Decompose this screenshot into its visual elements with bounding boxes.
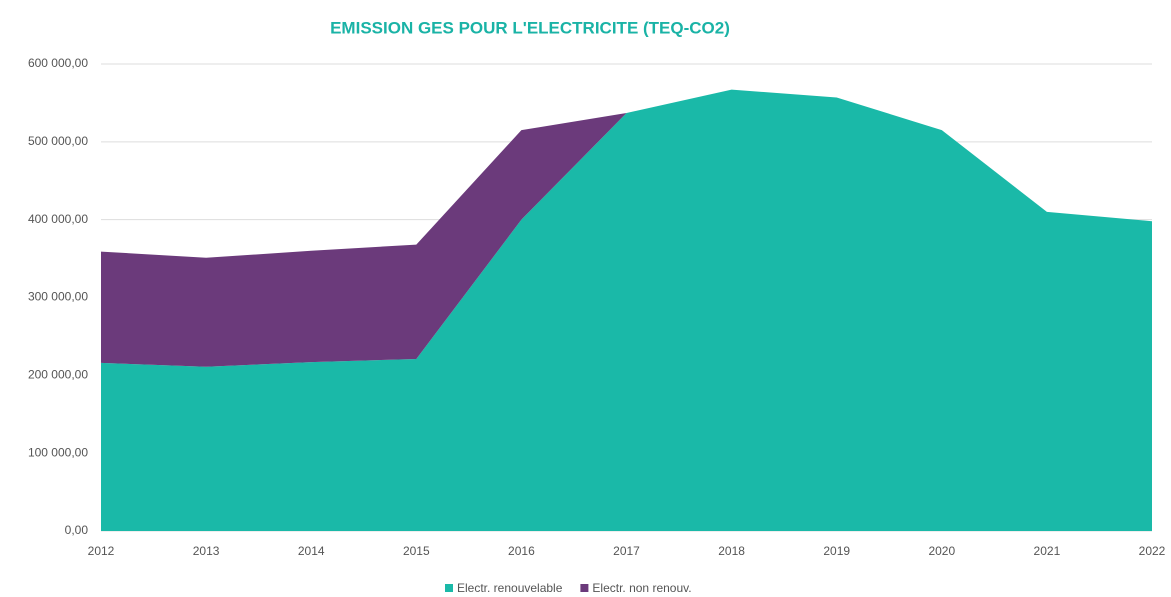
y-tick-label: 300 000,00 (28, 290, 88, 304)
y-tick-label: 400 000,00 (28, 212, 88, 226)
legend-label: Electr. non renouv. (592, 581, 691, 595)
area (101, 89, 1152, 367)
y-tick-label: 600 000,00 (28, 56, 88, 70)
y-tick-label: 0,00 (65, 523, 89, 537)
chart-title: EMISSION GES POUR L'ELECTRICITE (TEQ-CO2… (330, 18, 730, 37)
legend-swatch (580, 584, 589, 592)
y-tick-label: 500 000,00 (28, 134, 88, 148)
legend-swatch (445, 584, 453, 592)
x-tick-label: 2017 (613, 544, 640, 558)
x-tick-label: 2012 (88, 544, 115, 558)
x-tick-label: 2021 (1034, 544, 1061, 558)
y-tick-label: 200 000,00 (28, 368, 88, 382)
y-tick-label: 100 000,00 (28, 445, 88, 459)
x-tick-label: 2015 (403, 544, 430, 558)
x-tick-label: 2014 (298, 544, 325, 558)
area (101, 89, 1152, 531)
x-tick-label: 2020 (928, 544, 955, 558)
x-tick-label: 2019 (823, 544, 850, 558)
x-tick-label: 2013 (193, 544, 220, 558)
x-tick-label: 2018 (718, 544, 745, 558)
x-tick-label: 2022 (1139, 544, 1166, 558)
legend-label: Electr. renouvelable (457, 581, 563, 595)
x-tick-label: 2016 (508, 544, 535, 558)
